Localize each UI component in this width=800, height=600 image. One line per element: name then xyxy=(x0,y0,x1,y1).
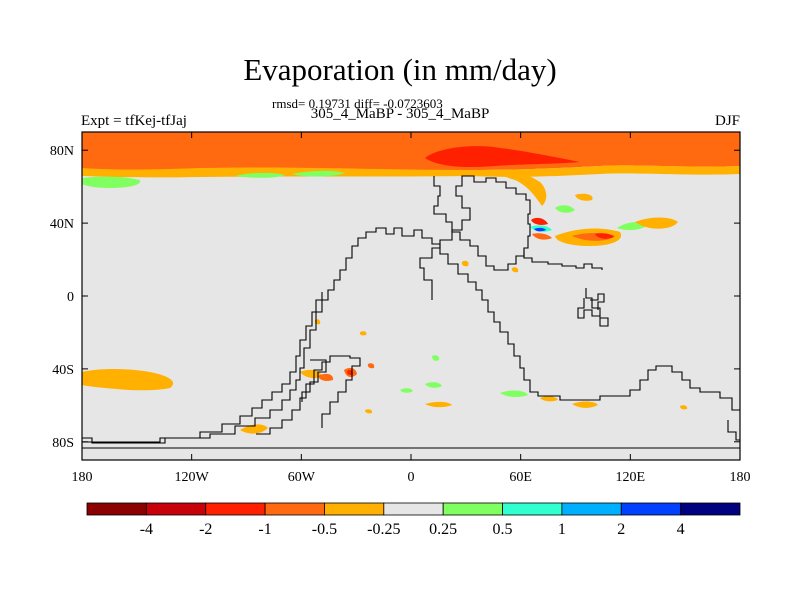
yellow-dot-s2 xyxy=(359,331,367,336)
x-axis: 180 120W 60W 0 60E 120E 180 xyxy=(72,132,751,485)
colorbar-label: -2 xyxy=(199,521,212,538)
orange-patch-shelf xyxy=(318,373,334,381)
x-tick-label: 60E xyxy=(509,470,532,485)
coastline-landmass-east xyxy=(419,175,603,300)
x-tick-label: 120W xyxy=(175,470,210,485)
coastline-landmass-south xyxy=(256,355,361,435)
siberia-yellow-tongue xyxy=(500,171,547,206)
colorbar-swatch xyxy=(264,502,325,516)
green-band-asia xyxy=(555,205,575,213)
colorbar-swatch xyxy=(442,502,503,516)
colorbar-swatch xyxy=(324,502,385,516)
colorbar: -4 -2 -1 -0.5 -0.25 0.25 0.5 1 2 4 xyxy=(86,502,741,538)
coastline-india xyxy=(590,293,605,310)
green-strip-s2 xyxy=(425,382,442,388)
coastlines xyxy=(82,175,740,449)
y-tick-label: 80S xyxy=(52,436,74,451)
colorbar-label: -0.5 xyxy=(312,521,337,538)
yellow-patch-east2 xyxy=(575,193,593,201)
colorbar-swatch xyxy=(145,502,207,516)
yellow-patch-east xyxy=(635,217,678,229)
yellow-patch-40s-west xyxy=(82,369,174,391)
coastline-far-east xyxy=(727,420,740,441)
yellow-strip-s3 xyxy=(572,401,598,408)
season-label: DJF xyxy=(714,113,740,129)
arctic-orange-band xyxy=(82,132,740,171)
green-band-west xyxy=(82,176,141,188)
y-axis: 80N 40N 0 40S 80S xyxy=(50,144,740,451)
map-background xyxy=(82,132,740,460)
y-tick-label: 40N xyxy=(50,217,74,232)
x-tick-label: 0 xyxy=(408,470,415,485)
yellow-dot-s5 xyxy=(365,409,373,414)
blue-dipole xyxy=(534,227,546,232)
green-dot-s4 xyxy=(432,355,440,361)
orange-dipole-south xyxy=(532,233,552,240)
y-tick-label: 0 xyxy=(67,290,74,305)
orange-small-40s xyxy=(367,363,375,369)
colorbar-swatch xyxy=(620,502,682,516)
green-strip-s1 xyxy=(400,388,413,393)
colorbar-swatch xyxy=(561,502,622,516)
red-dipole-north xyxy=(531,217,548,225)
colorbar-label: -1 xyxy=(258,521,271,538)
x-tick-label: 180 xyxy=(730,470,751,485)
colorbar-label: 4 xyxy=(677,521,685,538)
colorbar-label: 0.25 xyxy=(429,521,457,538)
colorbar-label: 0.5 xyxy=(493,521,513,538)
yellow-small-1 xyxy=(461,260,469,267)
colorbar-swatch xyxy=(205,502,266,516)
green-strip-s3 xyxy=(500,390,528,398)
coastline-isthmus xyxy=(301,359,327,402)
map-panel xyxy=(81,131,741,461)
yellow-dot-s4 xyxy=(680,405,688,410)
x-tick-label: 60W xyxy=(288,470,316,485)
arctic-red-patch xyxy=(425,146,580,168)
green-band-center xyxy=(292,170,345,177)
x-tick-label: 120E xyxy=(616,470,646,485)
stats-line: rmsd= 0.19731 diff= -0.0723603 xyxy=(272,96,443,111)
yellow-small-2 xyxy=(511,267,519,273)
plot-title: Evaporation (in mm/day) xyxy=(243,52,557,87)
colorbar-label: 2 xyxy=(617,521,625,538)
colorbar-label: -0.25 xyxy=(367,521,400,538)
colorbar-label: 1 xyxy=(558,521,566,538)
colorbar-swatch xyxy=(502,502,563,516)
experiment-label: Expt = tfKej-tfJaj xyxy=(81,113,187,129)
red-patch-40n xyxy=(595,233,614,239)
yellow-strip-s xyxy=(425,401,452,408)
colorbar-swatch xyxy=(86,502,147,516)
yellow-strip-s2 xyxy=(540,396,558,402)
y-tick-label: 40S xyxy=(52,363,74,378)
plot-subtitle: 305_4_MaBP - 305_4_MaBP xyxy=(310,106,490,122)
colorbar-label: -4 xyxy=(140,521,153,538)
colorbar-swatch xyxy=(383,502,444,516)
colorbar-swatch xyxy=(680,502,741,516)
y-tick-label: 80N xyxy=(50,144,74,159)
coastline-inner-west xyxy=(82,292,323,443)
coastline-se-asia xyxy=(577,288,609,327)
x-tick-label: 180 xyxy=(72,470,93,485)
coastline-continent-west xyxy=(82,227,740,444)
yellow-patch-south-atlantic xyxy=(240,424,268,434)
yellow-patch-shelf xyxy=(300,369,322,379)
coastline-north-asia xyxy=(433,176,525,271)
green-band-atlantic xyxy=(235,172,285,178)
